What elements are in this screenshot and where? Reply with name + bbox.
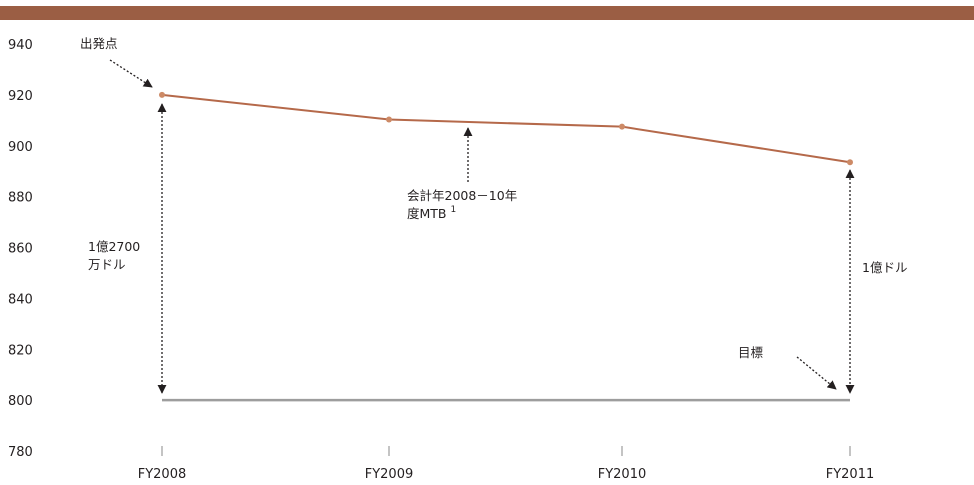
mtb-footnote-sup: 1 <box>450 205 456 215</box>
right-gap-label: 1億ドル <box>862 260 907 275</box>
y-tick-label: 800 <box>8 394 33 409</box>
target-label: 目標 <box>738 345 764 360</box>
annotations: 出発点 会計年2008－10年 度MTB 1 1億2700 万ドル 1億ドル 目… <box>80 36 907 394</box>
left-gap-label-line1: 1億2700 <box>88 239 140 254</box>
mtb-label-line2: 度MTB 1 <box>407 205 456 221</box>
x-tick-label: FY2011 <box>826 467 875 482</box>
start-label: 出発点 <box>80 36 118 51</box>
y-tick-label: 920 <box>8 89 33 104</box>
y-tick-label: 900 <box>8 140 33 155</box>
start-arrow <box>109 59 153 88</box>
mtb-label-line1: 会計年2008－10年 <box>407 188 517 203</box>
mtb-label-text: 度MTB <box>407 206 447 221</box>
x-axis: FY2008 FY2009 FY2010 FY2011 <box>138 446 875 482</box>
y-tick-label: 840 <box>8 292 33 307</box>
data-point <box>159 91 165 98</box>
data-point <box>386 116 392 123</box>
y-tick-label: 940 <box>8 38 33 53</box>
data-point <box>619 123 625 130</box>
y-tick-label: 880 <box>8 191 33 206</box>
y-axis: 940 920 900 880 860 840 820 800 780 <box>8 38 33 460</box>
y-tick-label: 780 <box>8 445 33 460</box>
left-gap-label-line2: 万ドル <box>88 257 126 272</box>
x-tick-label: FY2009 <box>365 467 414 482</box>
header-bar <box>0 6 974 20</box>
x-tick-label: FY2008 <box>138 467 187 482</box>
data-markers <box>159 91 853 166</box>
target-arrow <box>796 356 837 390</box>
y-tick-label: 820 <box>8 343 33 358</box>
x-tick-label: FY2010 <box>598 467 647 482</box>
y-tick-label: 860 <box>8 242 33 257</box>
data-point <box>847 159 853 166</box>
series-line <box>161 93 851 164</box>
